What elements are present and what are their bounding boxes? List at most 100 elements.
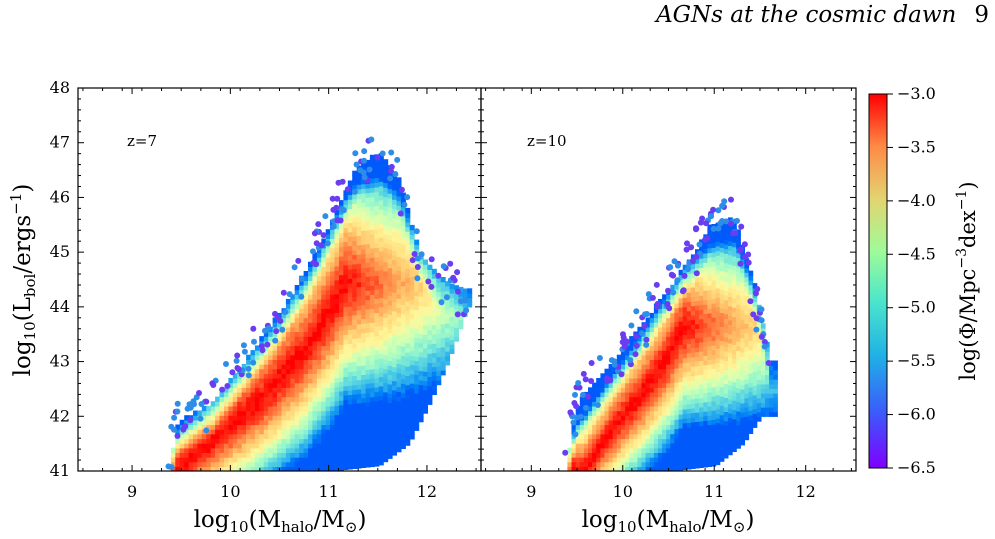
density-cell: [330, 252, 336, 258]
density-cell: [228, 461, 234, 467]
density-cell: [695, 356, 700, 362]
density-cell: [259, 373, 265, 379]
outlier-point: [753, 315, 760, 322]
density-cell: [641, 424, 647, 430]
density-cell: [219, 396, 225, 402]
density-cell: [695, 379, 700, 385]
outlier-point: [623, 338, 630, 345]
density-cell: [711, 275, 717, 281]
density-cell: [193, 438, 198, 444]
density-cell: [215, 419, 221, 426]
density-cell: [392, 399, 397, 405]
density-cell: [347, 245, 353, 251]
density-cell: [756, 402, 762, 408]
density-cell: [600, 391, 606, 398]
density-cell: [352, 403, 358, 409]
density-cell: [387, 230, 393, 236]
density-cell: [666, 410, 671, 416]
density-cell: [378, 320, 384, 326]
density-cell: [690, 412, 696, 418]
density-cell: [740, 333, 745, 339]
density-cell: [316, 433, 322, 440]
density-cell: [369, 224, 375, 230]
density-cell: [396, 219, 402, 225]
density-cell: [316, 419, 322, 426]
density-cell: [431, 385, 437, 391]
density-cell: [736, 382, 741, 389]
density-cell: [312, 312, 318, 319]
density-cell: [400, 253, 406, 259]
density-cell: [637, 405, 643, 412]
density-cell: [715, 371, 721, 377]
density-cell: [365, 346, 371, 352]
density-cell: [608, 387, 614, 393]
density-cell: [330, 270, 336, 277]
density-cell: [339, 232, 344, 238]
density-cell: [285, 410, 291, 416]
density-cell: [436, 370, 442, 376]
density-cell: [678, 386, 684, 392]
density-cell: [715, 376, 721, 382]
density-cell: [431, 310, 437, 316]
density-cell: [723, 397, 729, 403]
density-cell: [241, 443, 247, 449]
density-cell: [723, 253, 729, 259]
density-cell: [378, 413, 384, 419]
density-cell: [299, 350, 305, 356]
density-cell: [405, 324, 411, 330]
density-cell: [423, 343, 428, 349]
density-cell: [290, 461, 296, 467]
density-cell: [579, 447, 585, 453]
density-cell: [365, 392, 371, 398]
density-cell: [418, 356, 424, 362]
outlier-point: [440, 263, 447, 270]
density-cell: [303, 359, 309, 365]
density-cell: [409, 345, 415, 352]
density-cell: [374, 247, 380, 253]
outlier-point: [174, 432, 181, 439]
density-cell: [653, 415, 659, 421]
density-cell: [732, 362, 737, 369]
density-cell: [723, 327, 729, 333]
density-cell: [343, 236, 349, 243]
density-cell: [409, 378, 415, 384]
density-cell: [715, 334, 721, 340]
density-cell: [678, 404, 684, 410]
density-cell: [715, 436, 721, 442]
density-cell: [699, 304, 704, 310]
density-cell: [690, 375, 696, 381]
density-cell: [592, 461, 597, 467]
density-cell: [427, 292, 433, 298]
density-cell: [641, 354, 647, 360]
density-cell: [711, 261, 717, 267]
density-cell: [241, 438, 247, 444]
density-cell: [765, 369, 770, 376]
density-cell: [748, 386, 754, 393]
density-cell: [263, 331, 269, 337]
density-cell: [303, 364, 309, 370]
density-cell: [325, 298, 331, 305]
density-cell: [387, 276, 393, 283]
density-cell: [294, 364, 300, 370]
density-cell: [392, 310, 397, 317]
outlier-point: [339, 206, 346, 213]
density-cell: [224, 419, 229, 426]
density-cell: [744, 402, 750, 408]
density-cell: [339, 242, 344, 248]
density-cell: [396, 312, 402, 318]
density-cell: [674, 391, 680, 397]
density-cell: [427, 329, 433, 336]
density-cell: [312, 340, 318, 347]
outlier-point: [330, 206, 337, 213]
density-cell: [241, 387, 247, 393]
density-cell: [449, 325, 455, 331]
density-cell: [431, 273, 437, 279]
density-cell: [387, 179, 393, 185]
density-cell: [418, 365, 424, 372]
density-cell: [374, 233, 380, 239]
density-cell: [682, 311, 688, 317]
density-cell: [728, 338, 733, 344]
density-cell: [396, 354, 402, 360]
density-cell: [369, 299, 375, 305]
density-cell: [423, 287, 428, 293]
